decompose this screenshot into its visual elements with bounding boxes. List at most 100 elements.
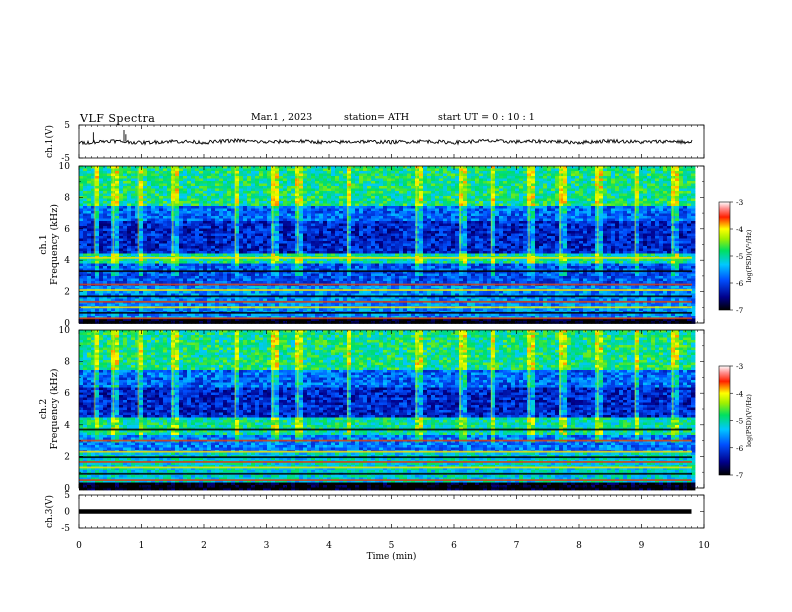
spectrogram-cell [511, 211, 516, 214]
spectrogram-cell [451, 236, 456, 239]
spectrogram-cell [363, 181, 368, 184]
spectrogram-cell [255, 188, 260, 192]
spectrogram-cell [111, 216, 116, 219]
spectrogram-cell [447, 218, 452, 222]
spectrogram-cell [523, 213, 528, 217]
spectrogram-cell [647, 233, 652, 237]
spectrogram-cell [99, 206, 104, 209]
spectrogram-cell [131, 178, 136, 182]
spectrogram-cell [539, 186, 544, 189]
spectrogram-cell [171, 203, 176, 207]
spectrogram-cell [359, 223, 364, 227]
spectrogram-cell [391, 241, 396, 244]
spectrogram-cell [451, 233, 456, 237]
spectrogram-cell [679, 238, 684, 242]
spectrogram-cell [395, 218, 400, 222]
spectrogram-cell [635, 176, 640, 179]
spectrogram-cell [539, 173, 544, 177]
spectrogram-cell [139, 213, 144, 217]
spectrogram-cell [575, 243, 580, 247]
spectrogram-cell [267, 236, 272, 239]
spectrogram-cell [223, 231, 228, 234]
spectrogram-cell [495, 168, 500, 172]
spectrogram-cell [683, 181, 688, 184]
spectrogram-cell [111, 243, 116, 247]
spectrogram-cell [243, 231, 248, 234]
spectrogram-cell [295, 211, 300, 214]
spectrogram-cell [87, 181, 92, 184]
spectrogram-cell [475, 196, 480, 199]
spectrogram-cell [359, 216, 364, 219]
spectrogram-cell [135, 226, 140, 229]
spectrogram-cell [587, 213, 592, 217]
spectrogram-cell [203, 238, 208, 242]
spectrogram-cell [655, 233, 660, 237]
spectrogram-cell [435, 236, 440, 239]
spectrogram-cell [395, 228, 400, 232]
spectrogram-cell [415, 168, 420, 172]
spectrogram-cell [319, 238, 324, 242]
spectrogram-cell [455, 236, 460, 239]
spectrogram-cell [127, 243, 132, 247]
spectrogram-cell [687, 208, 692, 212]
spectrogram-cell [179, 246, 184, 249]
spectrogram-cell [679, 181, 684, 184]
spectrogram-cell [679, 193, 684, 197]
spectrogram-cell [675, 216, 680, 219]
spectrogram-cell [619, 236, 624, 239]
spectrogram-cell [383, 241, 388, 244]
spectrogram-cell [543, 203, 548, 207]
spectrogram-cell [371, 228, 376, 232]
spectrogram-cell [335, 231, 340, 234]
spectrogram-cell [327, 176, 332, 179]
spectrogram-cell [135, 193, 140, 197]
spectrogram-cell [475, 213, 480, 217]
spectrogram-cell [523, 221, 528, 224]
spectrogram-cell [615, 191, 620, 194]
spectrogram-cell [399, 211, 404, 214]
spectrogram-cell [131, 171, 136, 174]
spectrogram-cell [655, 206, 660, 209]
spectrogram-cell [507, 221, 512, 224]
spectrogram-cell [151, 188, 156, 192]
spectrogram-cell [611, 168, 616, 172]
spectrogram-cell [355, 203, 360, 207]
spectrogram-cell [399, 238, 404, 242]
spectrogram-cell [163, 176, 168, 179]
spectrogram-cell [551, 211, 556, 214]
spectrogram-cell [579, 193, 584, 197]
spectrogram-cell [95, 176, 100, 179]
spectrogram-cell [131, 181, 136, 184]
spectrogram-cell [295, 171, 300, 174]
spectrogram-cell [99, 168, 104, 172]
spectrogram-cell [587, 231, 592, 234]
spectrogram-cell [323, 203, 328, 207]
spectrogram-cell [575, 221, 580, 224]
spectrogram-cell [107, 166, 112, 169]
spectrogram-cell [479, 196, 484, 199]
spectrogram-cell [415, 206, 420, 209]
spectrogram-cell [411, 176, 416, 179]
spectrogram-cell [171, 173, 176, 177]
spectrogram-cell [323, 171, 328, 174]
spectrogram-cell [455, 166, 460, 169]
spectrogram-cell [311, 233, 316, 237]
spectrogram-cell [451, 206, 456, 209]
spectrogram-cell [619, 221, 624, 224]
spectrogram-cell [215, 243, 220, 247]
spectrogram-cell [247, 231, 252, 234]
spectrogram-cell [215, 183, 220, 187]
spectrogram-cell [455, 226, 460, 229]
spectrogram-cell [147, 216, 152, 219]
spectrogram-cell [191, 238, 196, 242]
spectrogram-cell [459, 228, 464, 232]
spectrogram-cell [127, 228, 132, 232]
spectrogram-cell [123, 171, 128, 174]
spectrogram-cell [435, 216, 440, 219]
spectrogram-cell [531, 181, 536, 184]
spectrogram-cell [323, 183, 328, 187]
spectrogram-cell [151, 171, 156, 174]
spectrogram-cell [367, 171, 372, 174]
spectrogram-cell [299, 228, 304, 232]
spectrogram-cell [559, 231, 564, 234]
